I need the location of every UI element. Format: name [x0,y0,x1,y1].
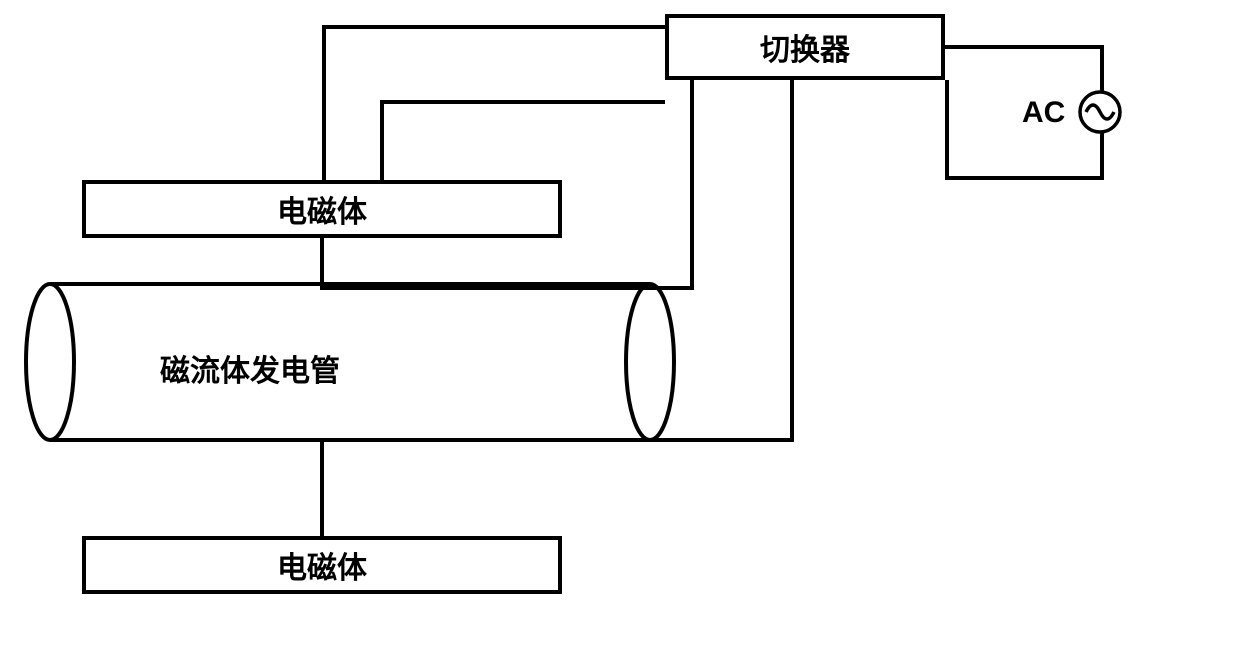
ac-label: AC [1022,96,1065,130]
wire-segment [945,45,1100,49]
wire-segment [320,238,324,282]
electromagnet-top-box: 电磁体 [82,180,562,238]
wire-segment [380,100,665,104]
wire-segment [1100,45,1104,93]
electromagnet-bottom-box: 电磁体 [82,536,562,594]
wire-segment [380,100,384,180]
mhd-tube-label: 磁流体发电管 [160,346,340,390]
wire-segment [322,25,665,29]
switcher-label: 切换器 [760,25,850,69]
wire-segment [320,438,794,442]
wire-segment [945,176,1104,180]
wire-segment [320,286,694,290]
mhd-tube [50,282,650,442]
ac-source-icon [1078,90,1122,134]
wire-segment [945,80,949,180]
electromagnet-bottom-label: 电磁体 [277,543,367,587]
wire-segment [322,25,326,180]
electromagnet-top-label: 电磁体 [277,187,367,231]
wire-segment [790,80,794,442]
wire-segment [690,80,694,290]
switcher-box: 切换器 [665,14,945,80]
wire-segment [320,442,324,536]
wire-segment [1100,132,1104,180]
